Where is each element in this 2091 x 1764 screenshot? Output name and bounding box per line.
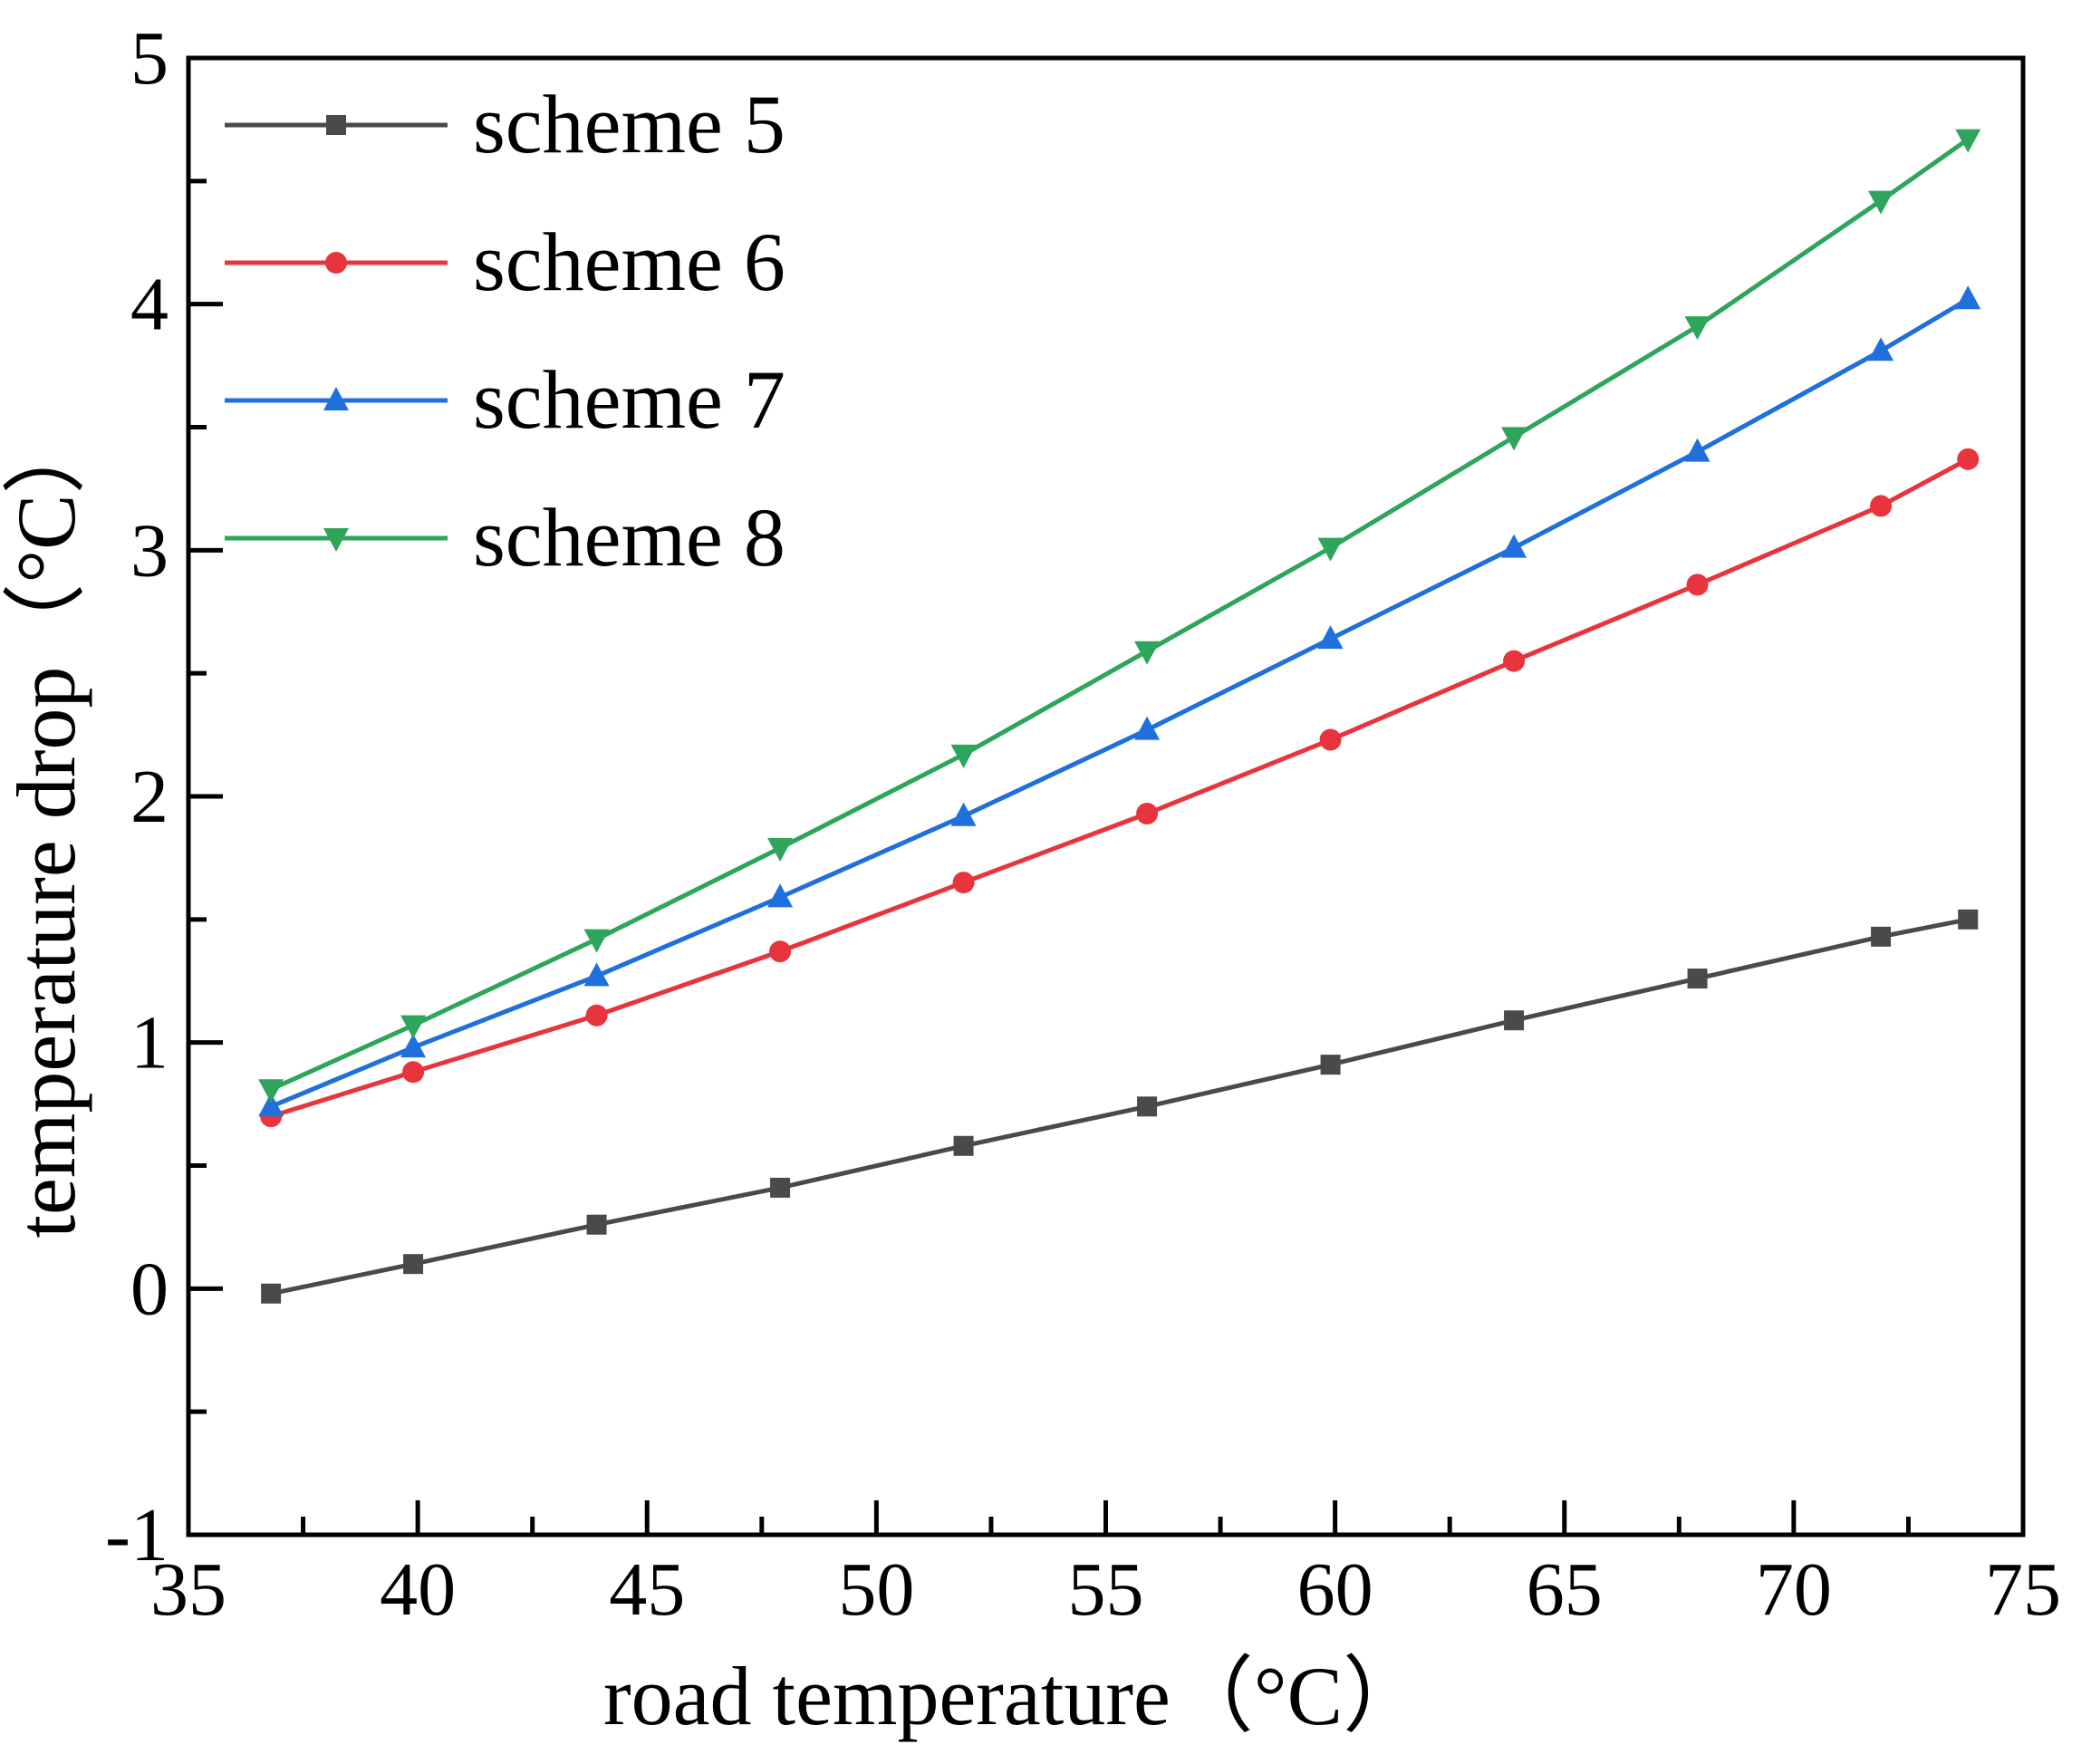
data-point (583, 962, 610, 987)
legend-item: scheme 5 (225, 78, 785, 170)
x-tick-label: 45 (609, 1547, 685, 1632)
y-axis-title: temperature drop（°C） (0, 410, 92, 1238)
legend-item: scheme 7 (225, 353, 785, 446)
data-point (1501, 534, 1527, 558)
data-point (953, 1135, 974, 1156)
data-point (1317, 537, 1344, 562)
y-tick-label: 3 (130, 508, 169, 593)
legend-item: scheme 6 (225, 216, 785, 308)
y-tick-label: 2 (130, 755, 169, 839)
data-point (1320, 1055, 1341, 1075)
data-point (258, 1093, 284, 1117)
data-point (1503, 650, 1526, 672)
data-point (1134, 641, 1161, 665)
plot-frame (186, 55, 2026, 1537)
series-scheme-6 (260, 448, 1980, 1128)
y-tick-label: 0 (130, 1247, 169, 1331)
x-tick-label: 55 (1068, 1547, 1144, 1632)
data-point (261, 1283, 282, 1304)
data-point (770, 1177, 791, 1198)
legend-label: scheme 7 (473, 353, 785, 446)
data-point (1871, 926, 1892, 947)
data-point (1319, 728, 1342, 751)
data-point (1868, 190, 1894, 215)
data-point (586, 1214, 607, 1235)
data-point (1955, 285, 1981, 310)
x-tick-label: 40 (380, 1547, 456, 1632)
series-scheme-7 (258, 285, 1981, 1117)
data-point (1136, 803, 1159, 825)
series-line (270, 917, 1969, 1296)
y-tick-label: 1 (130, 1001, 169, 1085)
legend-label: scheme 5 (473, 78, 785, 170)
data-point (952, 872, 975, 894)
data-point (1501, 427, 1527, 451)
data-point (767, 883, 794, 908)
legend-item: scheme 8 (225, 491, 785, 583)
data-point (403, 1254, 424, 1275)
y-tick-label: 5 (130, 16, 169, 101)
data-point (950, 802, 977, 826)
data-point (1955, 129, 1981, 153)
x-tick-label: 50 (838, 1547, 914, 1632)
data-point (1958, 909, 1979, 930)
data-point (585, 1004, 608, 1027)
x-tick-label: 70 (1756, 1547, 1832, 1632)
data-point (1868, 337, 1894, 361)
x-tick-label: 75 (1985, 1547, 2061, 1632)
data-point (1957, 448, 1980, 470)
data-point (402, 1061, 425, 1084)
x-tick-label: 35 (150, 1547, 226, 1632)
legend-label: scheme 6 (473, 216, 785, 308)
data-point (1504, 1010, 1525, 1031)
legend-marker (323, 387, 349, 410)
data-point (1870, 495, 1893, 517)
y-tick-label: 4 (130, 263, 169, 347)
data-point (400, 1034, 427, 1058)
y-tick-label: -1 (105, 1493, 169, 1577)
data-point (950, 744, 977, 768)
series-scheme-8 (258, 129, 1981, 1104)
data-point (1684, 316, 1710, 341)
series-scheme-5 (261, 909, 1979, 1304)
data-point (1134, 716, 1161, 740)
legend-label: scheme 8 (473, 491, 785, 583)
data-point (1687, 969, 1708, 989)
x-tick-label: 65 (1527, 1547, 1603, 1632)
data-point (1317, 625, 1344, 650)
x-tick-label: 60 (1297, 1547, 1373, 1632)
data-point (1137, 1096, 1158, 1117)
data-point (258, 1079, 284, 1104)
data-point (769, 940, 792, 963)
legend-marker (325, 252, 347, 274)
data-point (583, 929, 610, 953)
legend-marker (323, 528, 349, 552)
data-point (1686, 574, 1709, 596)
data-point (400, 1015, 427, 1039)
legend-marker (326, 115, 346, 135)
data-point (1684, 438, 1710, 462)
x-axis-title: road temperature（°C） (603, 1650, 1426, 1742)
data-point (767, 838, 794, 863)
